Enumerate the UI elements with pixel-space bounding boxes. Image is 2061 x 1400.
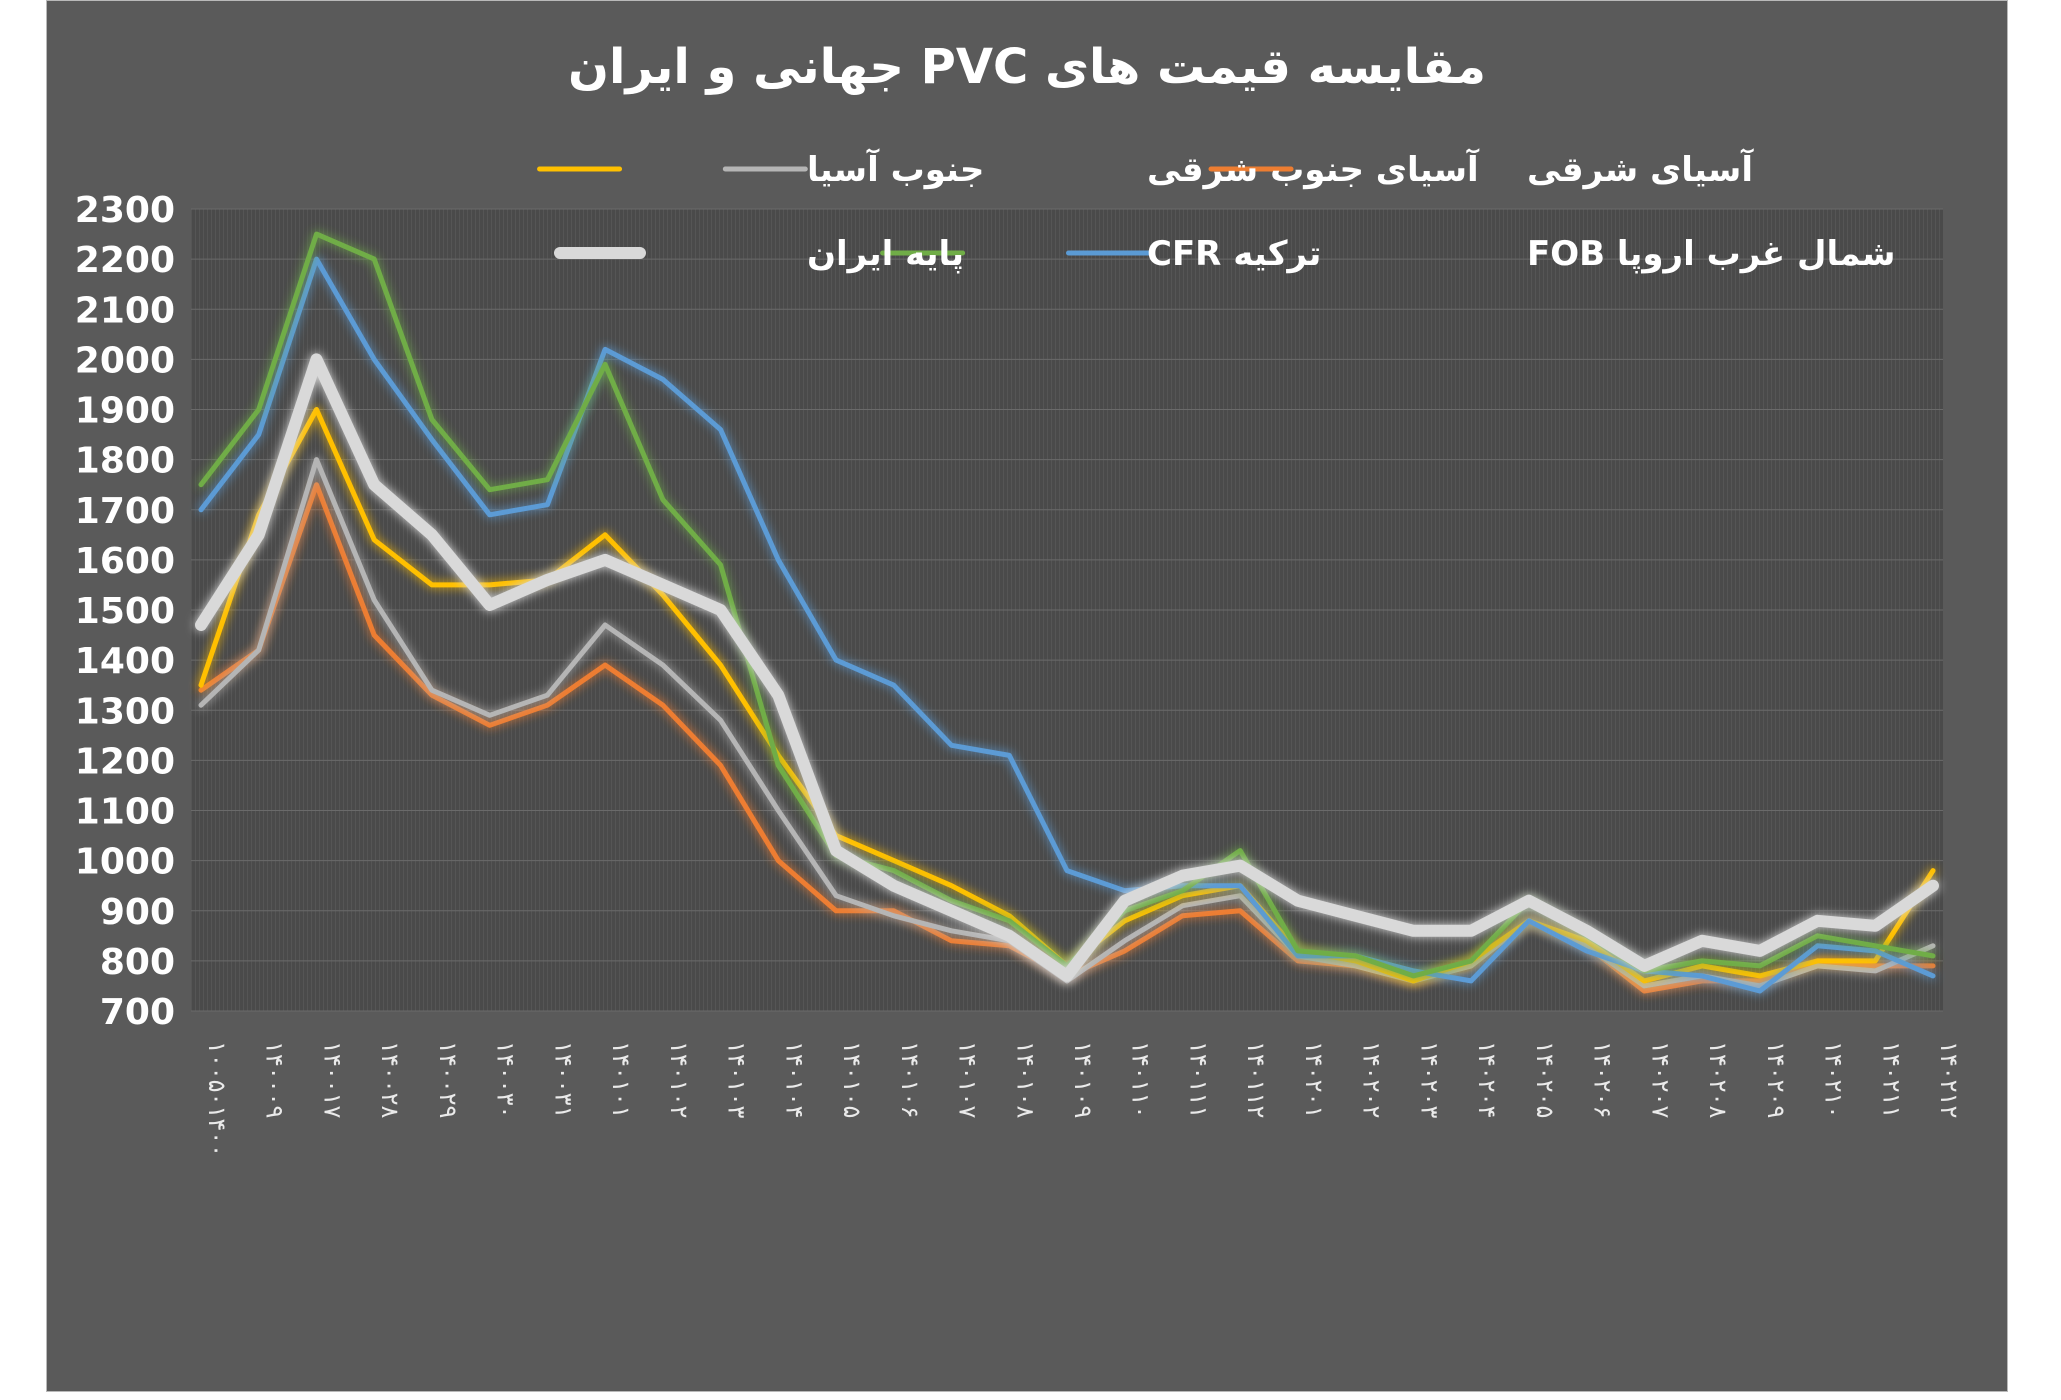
x-tick-label: ۱۴۰۲۰۸: [1704, 1041, 1732, 1118]
x-tick-label: ۱۴۰۱۰۷: [954, 1041, 982, 1118]
x-tick-label: ۱۴۰۲۰۷: [1646, 1041, 1674, 1118]
x-tick-label: ۱۴۰۰۳۱: [549, 1041, 577, 1118]
chart-title: مقایسه قیمت های PVC جهانی و ایران: [568, 39, 1486, 95]
y-tick-label: 1200: [75, 741, 175, 782]
y-tick-label: 2100: [75, 290, 175, 331]
pvc-price-chart: 700 800 900 1000 1100 1200 1300 1400 1500 1600 170…: [75, 39, 1963, 1157]
x-tick-label: ۱۴۰۱۱۱: [1184, 1041, 1212, 1118]
x-tick-label: ۱۴۰۲۱۰: [1820, 1041, 1848, 1118]
x-tick-label: ۱۴۰۰۳۰: [492, 1041, 520, 1118]
x-tick-label: ۱۴۰۲۰۴: [1473, 1041, 1501, 1118]
x-tick-label: ۱۴۰۲۰۶: [1589, 1041, 1617, 1118]
gridlines: [191, 208, 1943, 1012]
x-tick-label: ۱۴۰۱۰۳: [723, 1041, 751, 1118]
x-tick-label: ۱۴۰۲۰۲: [1358, 1041, 1386, 1118]
x-tick-label: ۱۴۰۱۰۴: [780, 1041, 808, 1118]
y-tick-label: 2300: [75, 190, 175, 231]
x-tick-label: ۱۴۰۲۰۵: [1531, 1041, 1559, 1118]
y-tick-label: 1700: [75, 491, 175, 532]
legend-item-5: پایه ایران: [553, 234, 964, 274]
x-tick-label: ۱۴۰۲۱۲: [1935, 1041, 1963, 1118]
series-lines: [195, 231, 1939, 994]
y-tick-label: 1400: [75, 641, 175, 682]
legend-label: آسیای شرقی: [1527, 148, 1754, 190]
legend-label: آسیای جنوب شرقی: [1147, 148, 1480, 190]
x-tick-label: ۱۰۰۵۰۱۴۰۰: [203, 1041, 231, 1157]
x-tick-label: ۱۴۰۲۱۱: [1877, 1041, 1905, 1118]
legend-item-2: جنوب آسیا: [537, 148, 984, 190]
legend-label: شمال غرب اروپا FOB: [1527, 234, 1896, 274]
legend-item-0: آسیای شرقی: [1208, 148, 1754, 190]
legend-label: ترکیه CFR: [1147, 234, 1321, 274]
x-tick-label: ۱۴۰۱۰۵: [838, 1041, 866, 1118]
x-tick-label: ۱۴۰۰۲۸: [376, 1041, 404, 1118]
legend-item-4: ترکیه CFR: [880, 234, 1321, 274]
x-tick-label: ۱۴۰۱۱۰: [1127, 1041, 1155, 1118]
x-tick-label: ۱۴۰۲۰۳: [1415, 1041, 1443, 1118]
series-line-5: [195, 353, 1939, 982]
x-tick-label: ۱۴۰۲۰۹: [1762, 1041, 1790, 1118]
legend: آسیای شرقی آسیای جنوب شرقی جنوب آسیا شمال غ…: [537, 148, 1896, 274]
y-tick-label: 2000: [75, 340, 175, 381]
x-tick-label: ۱۴۰۲۰۱: [1300, 1041, 1328, 1118]
y-tick-label: 1000: [75, 842, 175, 883]
y-axis: 700 800 900 1000 1100 1200 1300 1400 1500 1600 170…: [75, 190, 175, 1033]
y-tick-label: 1500: [75, 591, 175, 632]
x-tick-label: ۱۴۰۰۲۹: [434, 1041, 462, 1118]
x-tick-label: ۱۴۰۱۰۱: [607, 1041, 635, 1118]
x-tick-label: ۱۴۰۰۱۷: [318, 1041, 346, 1118]
y-tick-label: 1800: [75, 441, 175, 482]
x-axis: ۱۰۰۵۰۱۴۰۰ ۱۴۰۰۰۹ ۱۴۰۰۱۷ ۱۴۰۰۲۸ ۱۴۰۰۲۹ ۱۴۰۰۳۰ ۱…: [203, 1041, 1963, 1157]
y-tick-label: 2200: [75, 240, 175, 281]
x-tick-label: ۱۴۰۱۰۲: [665, 1041, 693, 1118]
legend-item-1: آسیای جنوب شرقی: [722, 148, 1480, 190]
y-tick-label: 1600: [75, 541, 175, 582]
y-tick-label: 1900: [75, 391, 175, 432]
legend-item-3: شمال غرب اروپا FOB: [1066, 234, 1896, 274]
legend-label: جنوب آسیا: [807, 148, 984, 190]
legend-label: پایه ایران: [807, 234, 964, 274]
y-tick-label: 1100: [75, 792, 175, 833]
y-tick-label: 900: [100, 892, 175, 933]
y-tick-label: 700: [100, 992, 175, 1033]
x-tick-label: ۱۴۰۱۰۶: [896, 1041, 924, 1118]
x-tick-label: ۱۴۰۱۱۲: [1242, 1041, 1270, 1118]
y-tick-label: 800: [100, 942, 175, 983]
x-tick-label: ۱۴۰۰۰۹: [261, 1041, 289, 1118]
y-tick-label: 1300: [75, 691, 175, 732]
x-tick-label: ۱۴۰۱۰۸: [1011, 1041, 1039, 1118]
x-tick-label: ۱۴۰۱۰۹: [1069, 1041, 1097, 1118]
chart-frame: 700 800 900 1000 1100 1200 1300 1400 1500 1600 170…: [46, 0, 2008, 1392]
